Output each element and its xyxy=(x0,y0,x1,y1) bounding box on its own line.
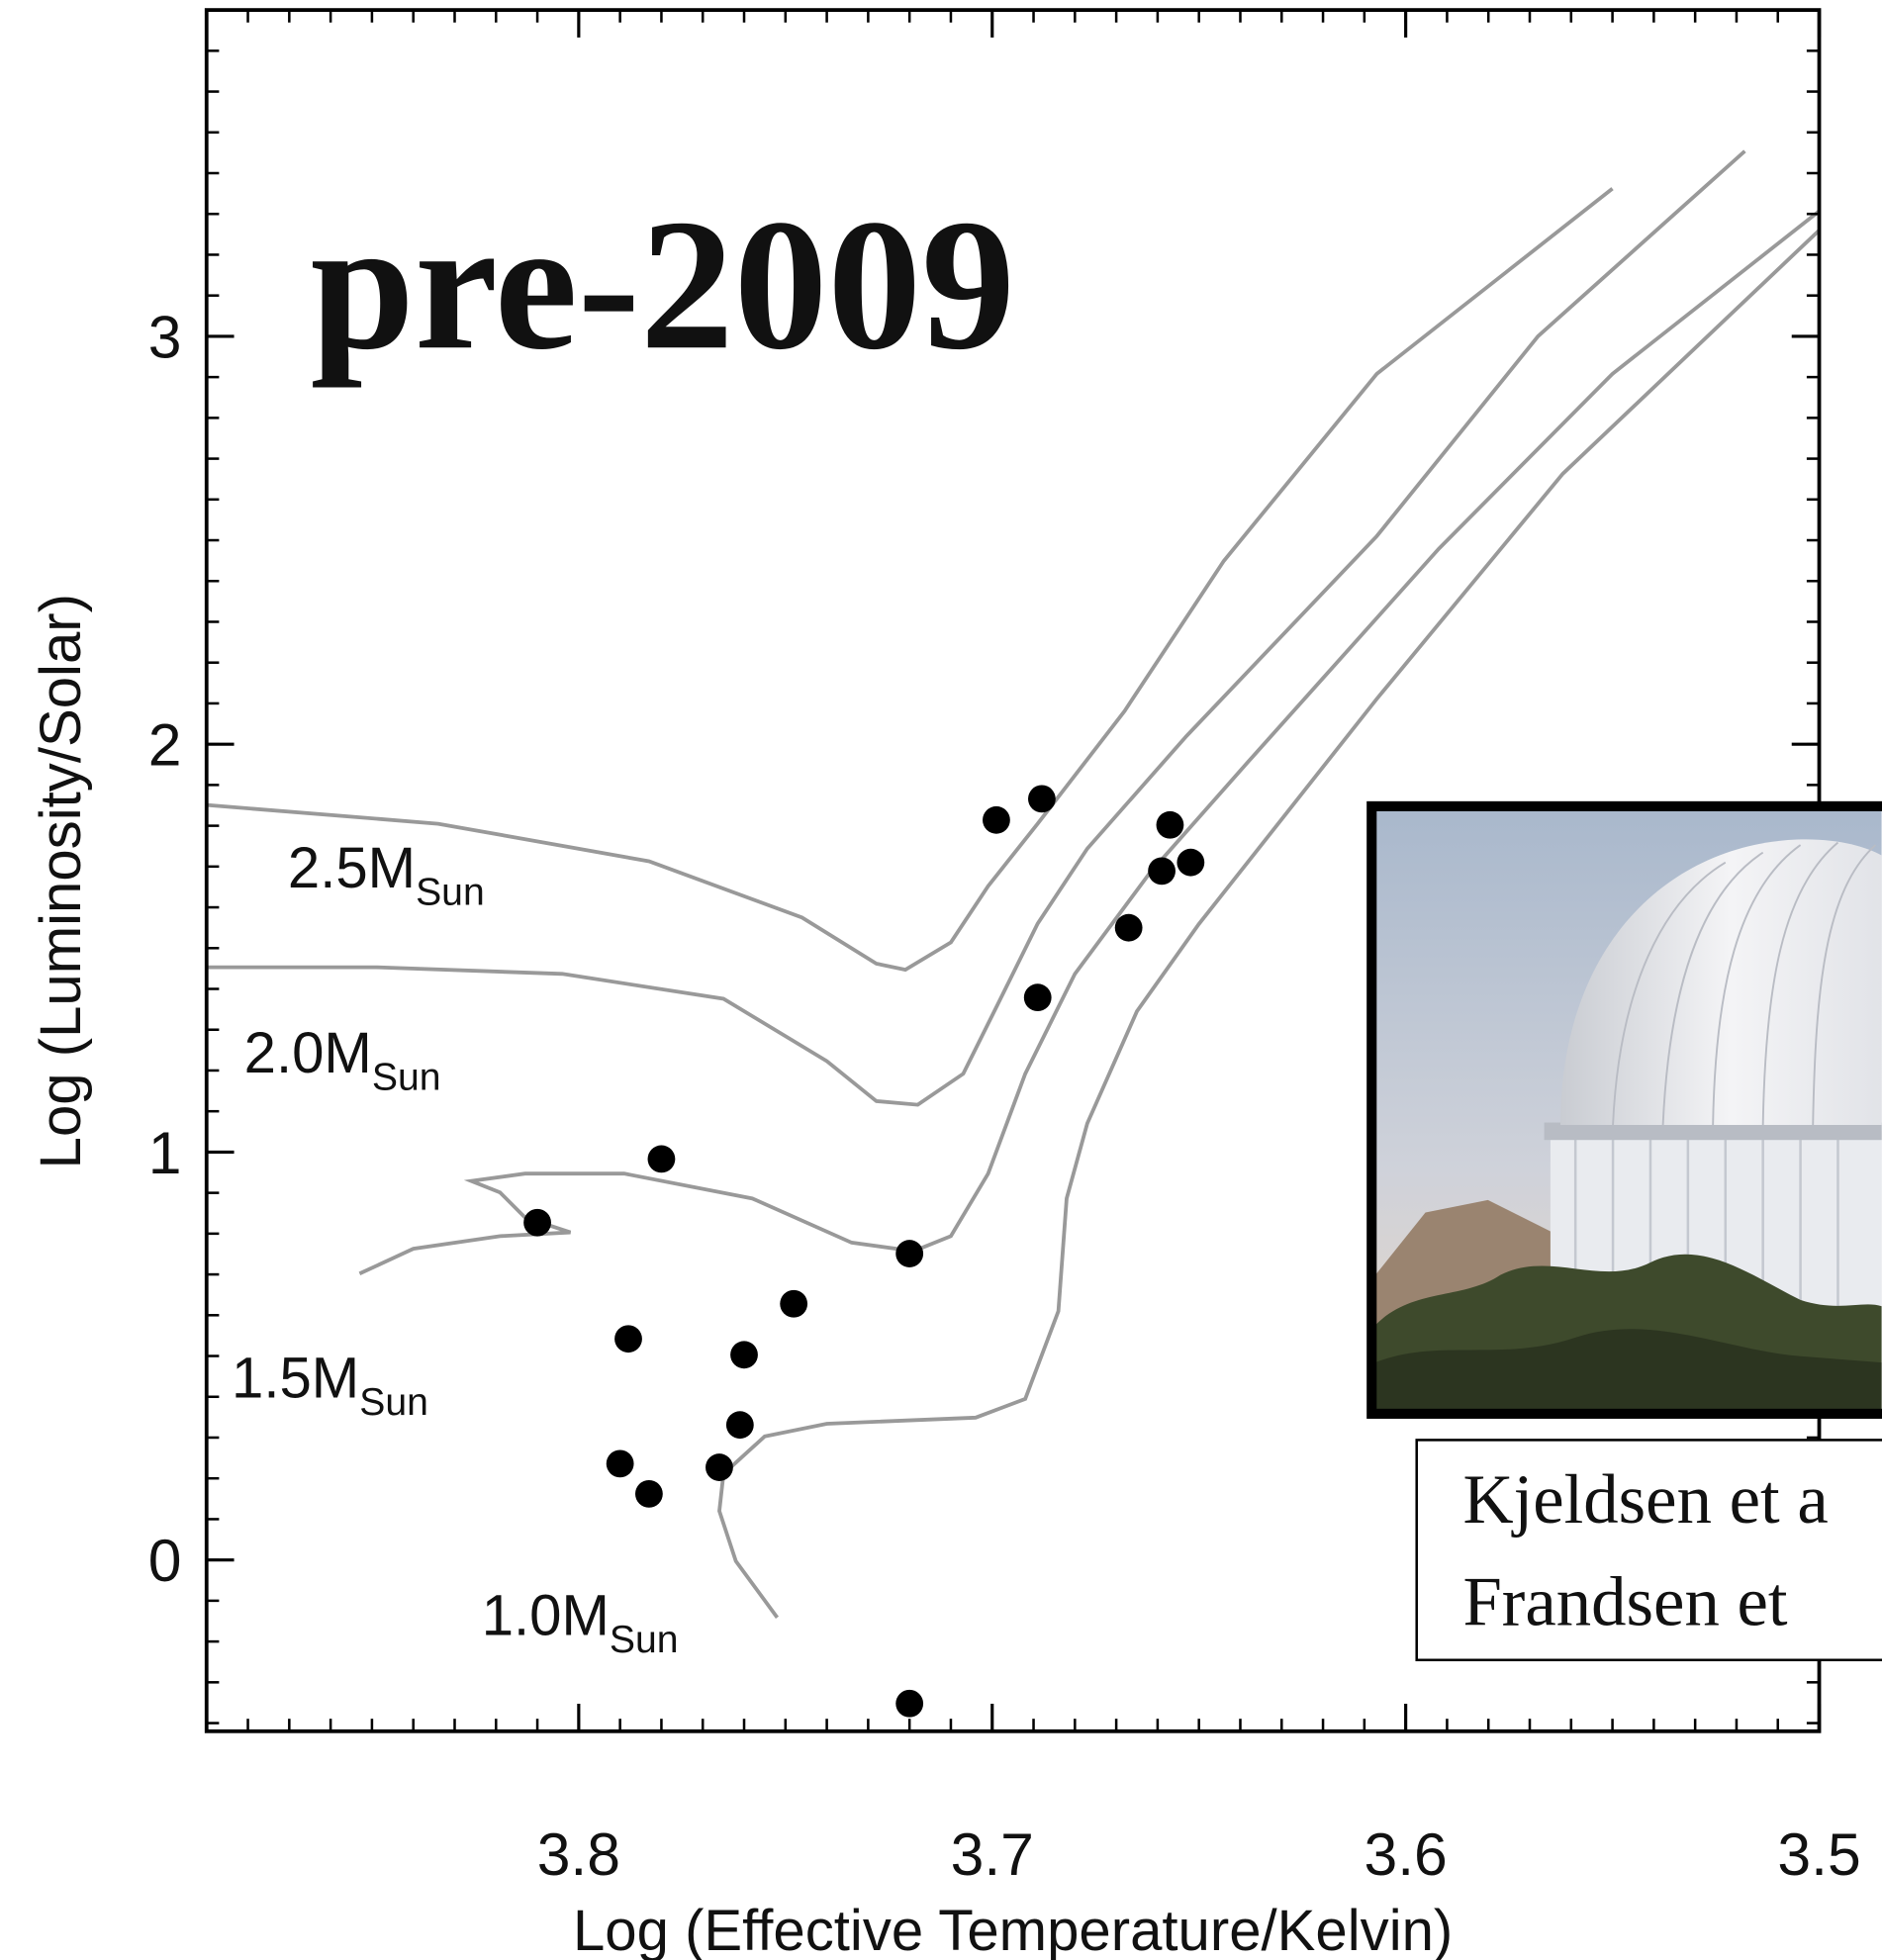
track-label-sub: Sun xyxy=(416,872,485,914)
star-point xyxy=(1176,849,1204,877)
star-point xyxy=(895,1690,923,1718)
star-point xyxy=(1148,857,1176,885)
x-tick-label: 3.6 xyxy=(1364,1820,1448,1888)
star-point xyxy=(648,1146,676,1173)
inset-caption: Kjeldsen et a Frandsen et xyxy=(1417,1440,1882,1659)
track-label-sub: Sun xyxy=(610,1619,679,1661)
page: 2.5MSun2.0MSun1.5MSun1.0MSun3.83.73.63.5… xyxy=(0,0,1882,1960)
y-tick-label: 1 xyxy=(148,1119,182,1186)
y-axis-label: Log (Luminosity/Solar) xyxy=(29,594,93,1168)
x-tick-label: 3.7 xyxy=(951,1820,1034,1888)
star-point xyxy=(706,1453,733,1481)
x-tick-label: 3.8 xyxy=(537,1820,620,1888)
y-tick-label: 0 xyxy=(148,1527,182,1594)
star-point xyxy=(1024,983,1052,1011)
star-point xyxy=(1028,785,1056,812)
track-label: 1.5M xyxy=(232,1346,359,1410)
track-label-sub: Sun xyxy=(372,1057,441,1099)
x-tick-label: 3.5 xyxy=(1777,1820,1860,1888)
star-point xyxy=(1157,811,1184,839)
star-point xyxy=(635,1480,663,1508)
annotation: pre-2009 xyxy=(311,180,1015,388)
chart: 2.5MSun2.0MSun1.5MSun1.0MSun3.83.73.63.5… xyxy=(0,0,1882,1960)
caption-line: Kjeldsen et a xyxy=(1462,1461,1828,1539)
inset-photo xyxy=(1371,806,1882,1414)
track-label-sub: Sun xyxy=(359,1381,428,1424)
star-point xyxy=(726,1411,754,1439)
track-label: 2.0M xyxy=(244,1021,372,1085)
x-axis-label: Log (Effective Temperature/Kelvin) xyxy=(573,1899,1453,1960)
star-point xyxy=(607,1449,634,1477)
caption-line: Frandsen et xyxy=(1462,1563,1787,1640)
y-tick-label: 3 xyxy=(148,303,182,370)
star-point xyxy=(780,1290,807,1318)
star-point xyxy=(523,1209,551,1237)
track-label: 2.5M xyxy=(288,836,416,900)
y-tick-label: 2 xyxy=(148,711,182,779)
star-point xyxy=(1115,914,1143,942)
star-point xyxy=(895,1240,923,1267)
star-point xyxy=(614,1325,642,1353)
track-label: 1.0M xyxy=(482,1584,610,1648)
star-point xyxy=(730,1341,758,1368)
star-point xyxy=(983,806,1010,834)
